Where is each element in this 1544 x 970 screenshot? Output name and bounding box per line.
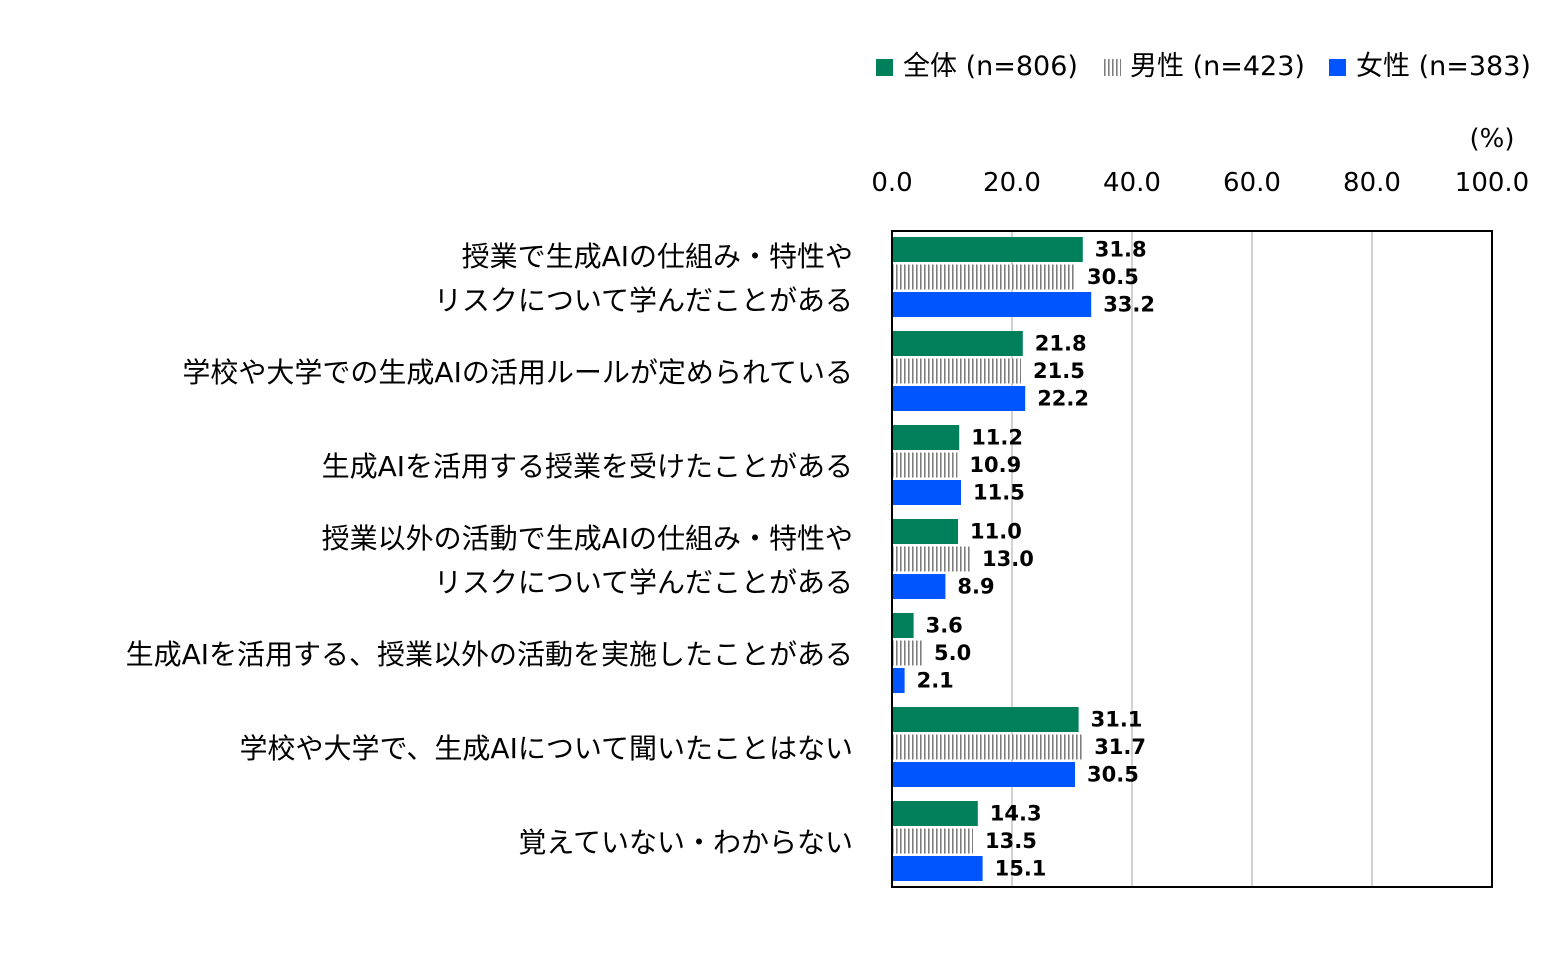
data-label: 3.6 xyxy=(926,614,963,638)
tick-label: 100.0 xyxy=(1455,168,1529,198)
data-label: 30.5 xyxy=(1087,265,1139,289)
legend-swatch xyxy=(1329,59,1346,76)
category-label: 授業以外の活動で生成AIの仕組み・特性や xyxy=(322,522,853,555)
data-label: 10.9 xyxy=(969,453,1021,477)
bar xyxy=(892,574,946,599)
bars xyxy=(892,237,1092,881)
bar xyxy=(892,358,1021,384)
legend-label: 全体 (n=806) xyxy=(903,51,1078,82)
category-label: リスクについて学んだことがある xyxy=(434,566,853,599)
bar xyxy=(892,734,1083,760)
data-label: 33.2 xyxy=(1103,293,1155,317)
data-label: 21.5 xyxy=(1033,359,1085,383)
category-label: 学校や大学で、生成AIについて聞いたことはない xyxy=(240,732,853,765)
category-labels: 授業で生成AIの仕組み・特性やリスクについて学んだことがある学校や大学での生成A… xyxy=(126,240,853,859)
bar xyxy=(892,762,1075,787)
data-label: 14.3 xyxy=(990,802,1042,826)
bar xyxy=(892,292,1092,317)
bar xyxy=(892,707,1079,732)
data-label: 13.0 xyxy=(982,547,1034,571)
gridlines xyxy=(1011,231,1373,887)
data-label: 31.7 xyxy=(1094,735,1146,759)
data-label: 11.5 xyxy=(973,481,1025,505)
data-label: 30.5 xyxy=(1087,763,1139,787)
bar xyxy=(892,452,958,478)
x-axis: 0.0 20.0 40.0 60.0 80.0 100.0 (%) xyxy=(871,124,1529,198)
value-labels: 31.8 30.5 33.2 21.8 21.5 22.2 11.2 10.9 11.5 11.0… xyxy=(917,238,1155,881)
bar xyxy=(892,331,1023,356)
category-label: 覚えていない・わからない xyxy=(518,826,853,859)
data-label: 22.2 xyxy=(1037,387,1089,411)
data-label: 11.2 xyxy=(971,426,1023,450)
bar xyxy=(892,386,1026,411)
tick-label: 0.0 xyxy=(871,168,912,198)
category-label: リスクについて学んだことがある xyxy=(434,284,853,317)
data-label: 11.0 xyxy=(970,520,1022,544)
data-label: 31.8 xyxy=(1095,238,1147,262)
tick-label: 20.0 xyxy=(983,168,1041,198)
bar xyxy=(892,668,905,693)
legend-swatch xyxy=(1104,59,1121,76)
bar xyxy=(892,613,914,638)
plot-frame xyxy=(891,230,1493,888)
category-label: 生成AIを活用する、授業以外の活動を実施したことがある xyxy=(126,638,853,671)
bar xyxy=(892,640,922,666)
data-label: 21.8 xyxy=(1035,332,1087,356)
data-label: 31.1 xyxy=(1091,708,1143,732)
bar xyxy=(892,801,978,826)
category-label: 学校や大学での生成AIの活用ルールが定められている xyxy=(182,356,853,389)
data-label: 15.1 xyxy=(995,857,1047,881)
bar xyxy=(892,519,958,544)
tick-label: 60.0 xyxy=(1223,168,1281,198)
category-label: 生成AIを活用する授業を受けたことがある xyxy=(322,450,853,483)
unit-label: (%) xyxy=(1470,124,1515,154)
bar xyxy=(892,237,1083,262)
bar xyxy=(892,425,960,450)
data-label: 2.1 xyxy=(917,669,954,693)
bar xyxy=(892,546,970,572)
legend-swatch xyxy=(876,59,893,76)
legend: 全体 (n=806) 男性 (n=423) 女性 (n=383) xyxy=(876,51,1531,82)
category-label: 授業で生成AIの仕組み・特性や xyxy=(462,240,853,273)
bar xyxy=(892,480,961,505)
legend-label: 女性 (n=383) xyxy=(1356,51,1531,82)
data-label: 5.0 xyxy=(934,641,971,665)
bar xyxy=(892,828,973,854)
data-label: 13.5 xyxy=(985,829,1037,853)
tick-label: 40.0 xyxy=(1103,168,1161,198)
bar xyxy=(892,856,983,881)
legend-label: 男性 (n=423) xyxy=(1130,51,1305,82)
bar xyxy=(892,264,1075,290)
tick-label: 80.0 xyxy=(1343,168,1401,198)
data-label: 8.9 xyxy=(957,575,994,599)
